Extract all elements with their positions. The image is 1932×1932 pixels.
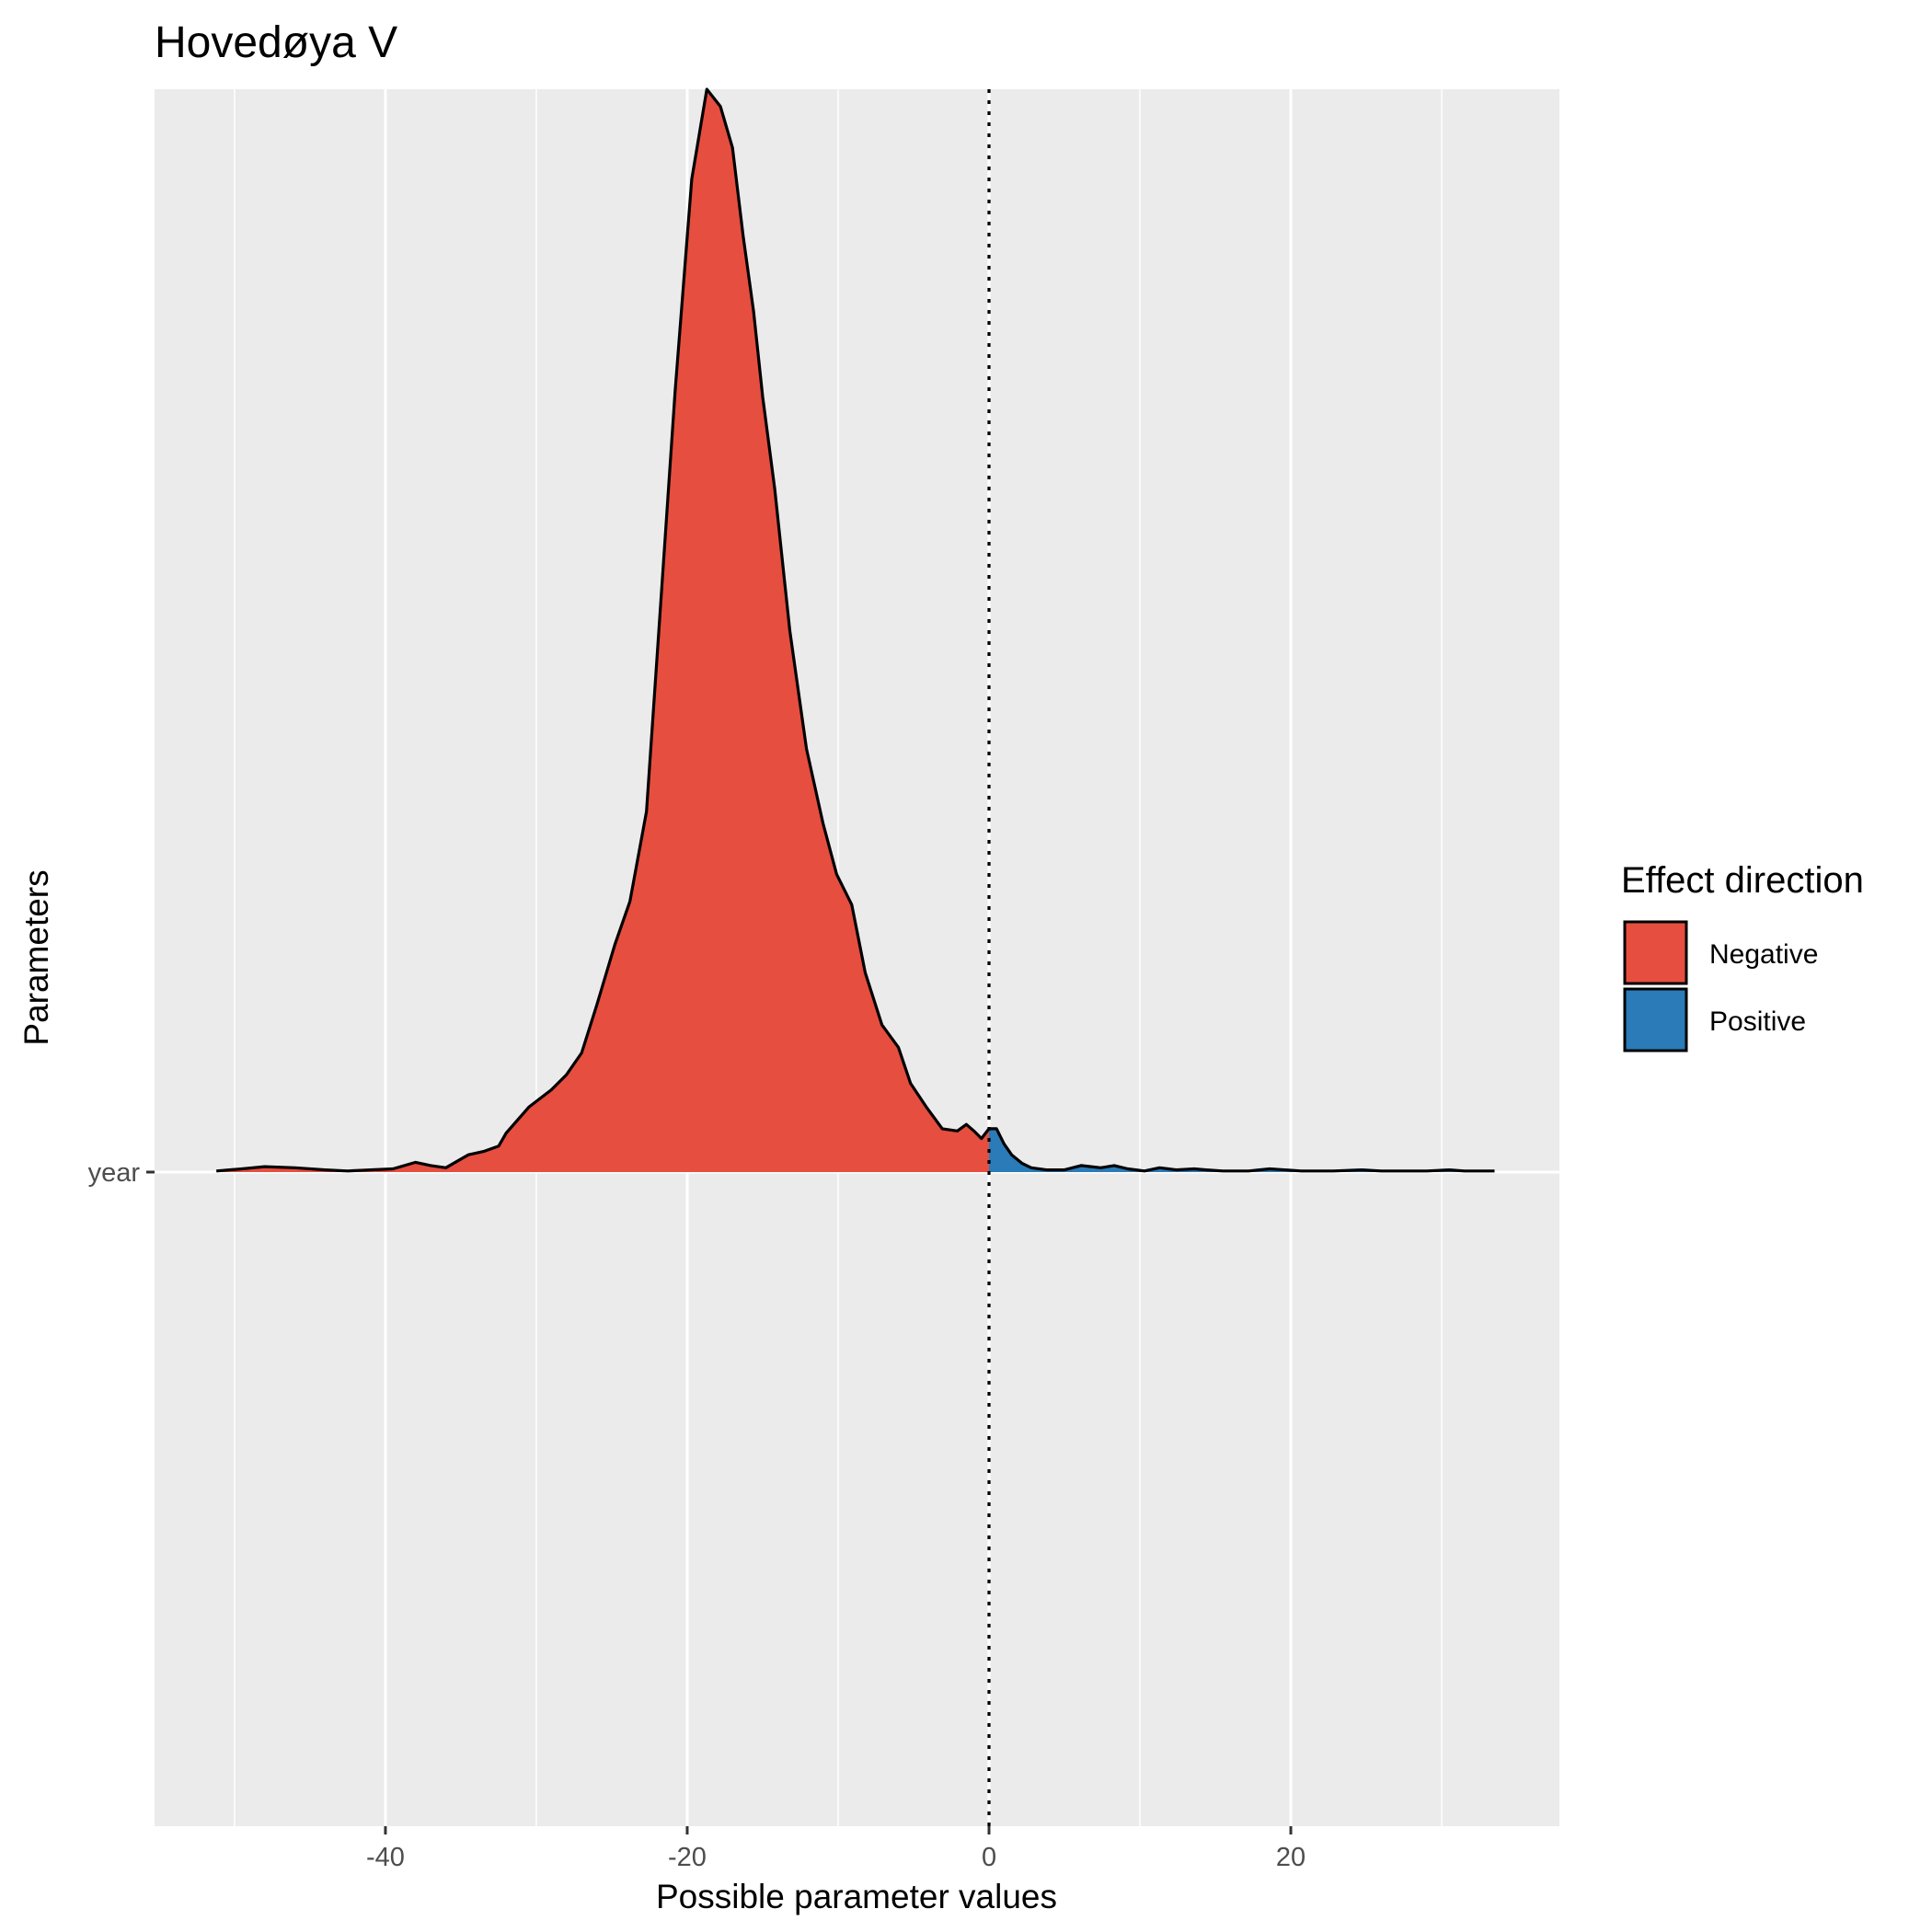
density-outline (216, 87, 1495, 1173)
density-series-year (216, 87, 1495, 1173)
x-tick-label: 0 (982, 1843, 996, 1872)
y-tick-label: year (88, 1158, 141, 1188)
legend: Effect direction Negative Positive (1621, 860, 1864, 1052)
x-tick-label: -40 (366, 1843, 405, 1872)
legend-key-positive (1623, 987, 1688, 1052)
x-tick-label: -20 (668, 1843, 707, 1872)
y-axis-ticks: year (88, 1158, 155, 1188)
legend-label-positive: Positive (1709, 1006, 1806, 1037)
chart-title: Hovedøya V (155, 18, 397, 67)
y-axis-title: Parameters (17, 869, 55, 1045)
x-tick-label: 20 (1276, 1843, 1305, 1872)
legend-label-negative: Negative (1709, 939, 1818, 970)
legend-key-negative (1623, 920, 1688, 985)
x-axis-title: Possible parameter values (656, 1878, 1057, 1915)
density-area-negative (216, 89, 989, 1172)
legend-title: Effect direction (1621, 860, 1864, 901)
x-axis-ticks: -40 -20 0 20 (366, 1826, 1305, 1872)
